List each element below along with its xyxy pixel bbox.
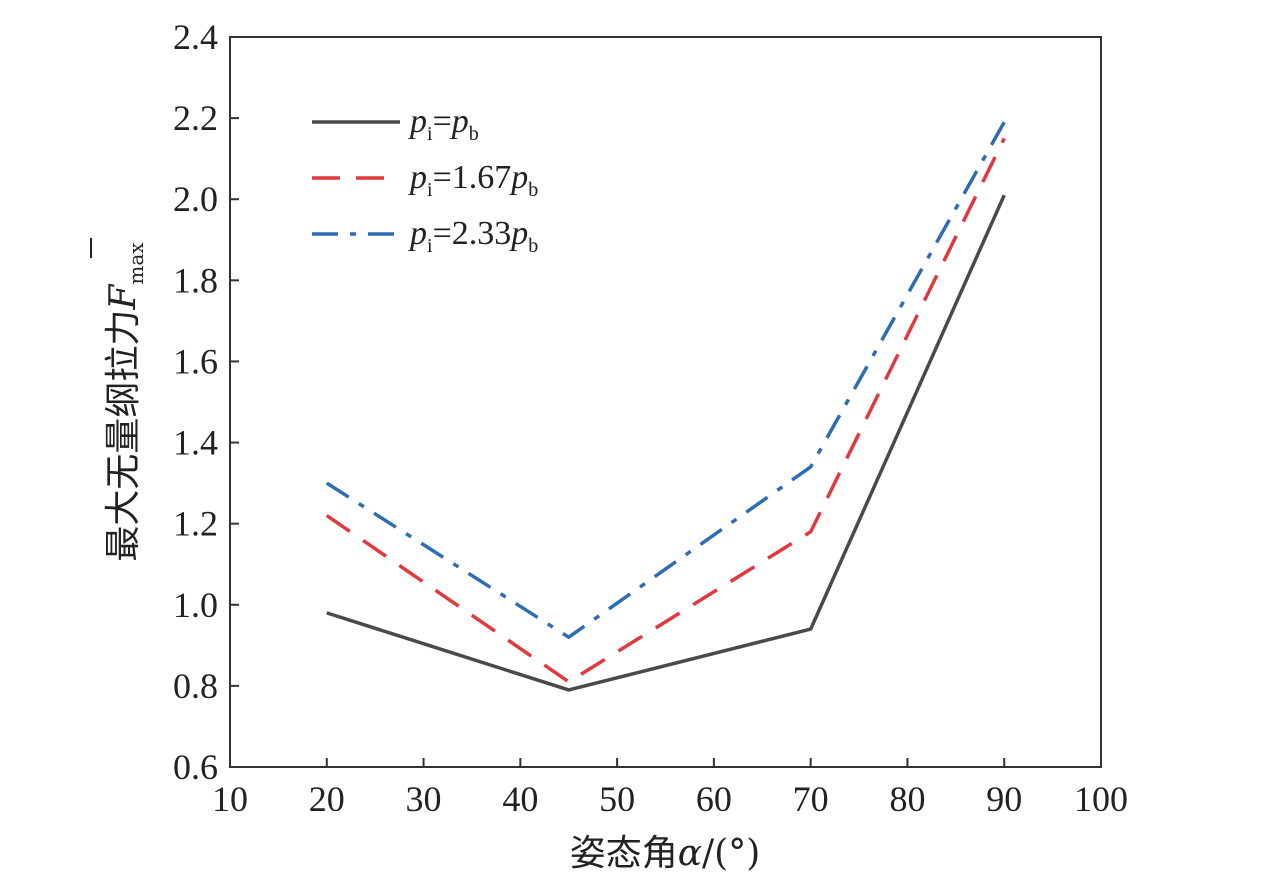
legend-label-part: = — [433, 215, 452, 252]
y-tick-label: 2.0 — [173, 179, 218, 219]
series-lines — [325, 121, 1006, 692]
legend-label-1: pi=pb — [408, 103, 479, 145]
x-tick-label: 90 — [986, 779, 1022, 819]
legend-label-3: pi=2.33pb — [408, 215, 538, 257]
x-tick-label: 40 — [502, 779, 538, 819]
y-tick-label: 0.6 — [173, 747, 218, 787]
x-tick-label: 20 — [309, 779, 345, 819]
legend-label-part: b — [528, 235, 538, 257]
legend-label-part: p — [408, 159, 427, 196]
x-tick-label: 100 — [1074, 779, 1128, 819]
y-tick-label: 0.8 — [173, 666, 218, 706]
y-tick-label: 1.4 — [173, 423, 218, 463]
x-axis-title-symbol: α — [678, 833, 702, 874]
y-axis-title: 最大无量纲拉力Fmax — [103, 242, 148, 562]
legend-label-part: p — [509, 215, 528, 252]
legend-label-2: pi=1.67pb — [408, 159, 538, 201]
legend-label-part: i — [427, 123, 433, 145]
legend-label-part: = — [433, 103, 452, 140]
legend-label-part: p — [450, 103, 469, 140]
y-tick-label: 1.8 — [173, 260, 218, 300]
x-axis-title-prefix: 姿态角 — [570, 833, 678, 874]
legend-label-part: p — [408, 215, 427, 252]
svg-text:最大无量纲拉力Fmax: 最大无量纲拉力Fmax — [103, 242, 148, 562]
legend-label-part: 1.67 — [452, 159, 512, 196]
series-line-3 — [325, 121, 1006, 639]
legend-label-part: b — [528, 179, 538, 201]
y-axis-title-symbol: F — [103, 283, 144, 311]
y-tick-label: 1.2 — [173, 504, 218, 544]
legend-label-part: b — [469, 123, 479, 145]
y-tick-label: 2.2 — [173, 98, 218, 138]
x-tick-label: 70 — [793, 779, 829, 819]
legend-label-part: p — [408, 103, 427, 140]
x-tick-label: 30 — [406, 779, 442, 819]
plot-frame — [229, 36, 1102, 768]
legend-label-part: i — [427, 235, 433, 257]
series-line-2 — [325, 137, 1006, 684]
y-tick-label: 1.6 — [173, 341, 218, 381]
y-axis-title-prefix: 最大无量纲拉力 — [103, 310, 144, 562]
legend-label-part: = — [433, 159, 452, 196]
y-axis-title-subscript: max — [124, 242, 148, 285]
x-axis-title-suffix: /(°) — [702, 833, 760, 874]
y-tick-label: 2.4 — [173, 17, 218, 57]
legend-label-part: i — [427, 179, 433, 201]
legend-label-part: 2.33 — [452, 215, 512, 252]
series-line-1 — [326, 194, 1006, 692]
legend-label-part: p — [509, 159, 528, 196]
y-tick-label: 1.0 — [173, 585, 218, 625]
x-tick-label: 80 — [889, 779, 925, 819]
x-tick-label: 50 — [599, 779, 635, 819]
ticks: 10 20 30 40 50 60 70 80 90 100 0.6 0.8 1.0 1.2 1.4 1.6 1… — [173, 17, 1128, 819]
x-tick-label: 10 — [212, 779, 248, 819]
x-axis-title: 姿态角α/(°) — [570, 833, 761, 874]
x-tick-label: 60 — [696, 779, 732, 819]
